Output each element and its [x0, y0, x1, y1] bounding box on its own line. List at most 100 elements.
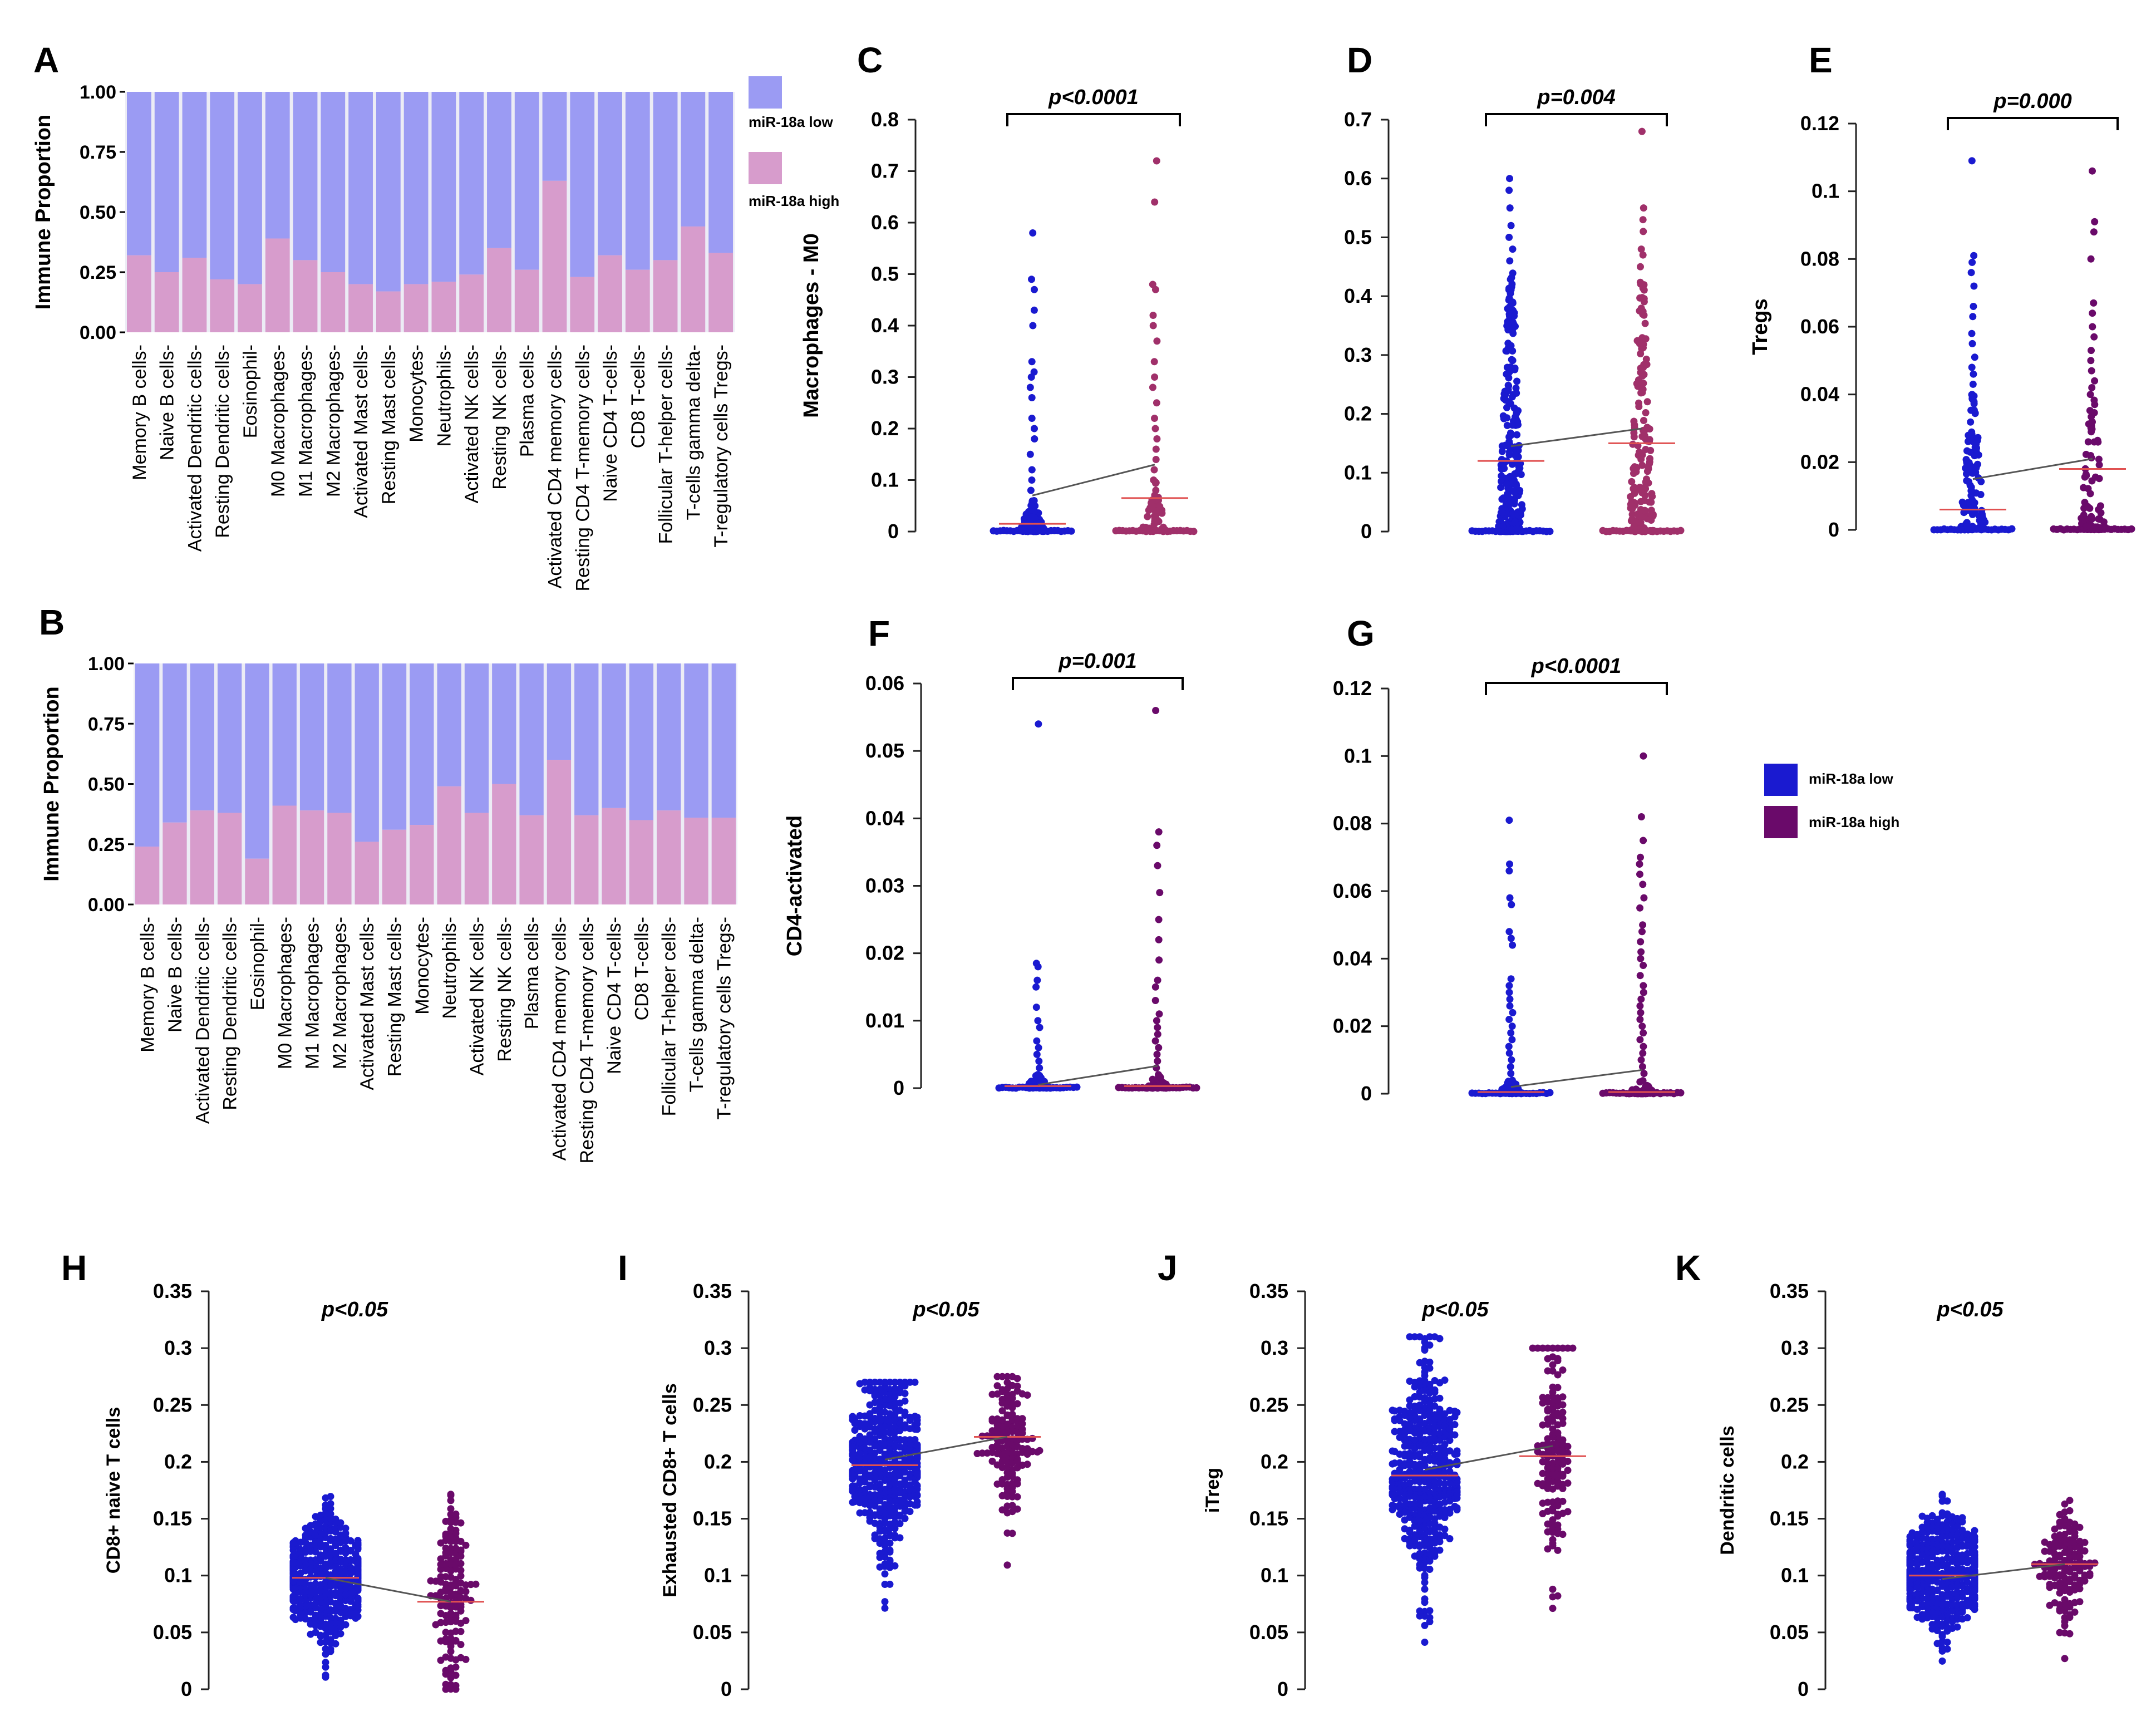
data-point [1031, 425, 1038, 432]
data-point [1509, 941, 1517, 949]
chart-C: 0 0.1 0.2 0.3 0.4 0.5 0.6 0.7 0.8 Macrophages - M… [800, 86, 1198, 543]
y-tick-label: 0.3 [1781, 1336, 1809, 1359]
x-tick-label: Activated NK cells- [466, 917, 488, 1075]
y-tick-label: 0.2 [1344, 402, 1372, 425]
data-point [1022, 510, 1030, 518]
data-point [1544, 1545, 1552, 1553]
data-point [2091, 218, 2099, 225]
data-point [1416, 1359, 1424, 1366]
data-point [1028, 415, 1036, 422]
bar-high-7 [321, 272, 346, 332]
data-point [452, 1671, 460, 1679]
x-tick-label: M2 Macrophages- [329, 917, 351, 1069]
data-point [2076, 1543, 2084, 1551]
y-axis-label: Immune Proportion [40, 686, 63, 881]
y-tick-label: 0 [1828, 518, 1839, 541]
significance-bracket [1012, 677, 1184, 690]
data-point [1504, 387, 1512, 395]
data-point [2041, 1538, 2049, 1546]
bar-high-4 [238, 284, 262, 332]
bar-low-14 [519, 663, 544, 815]
data-point [1968, 340, 1976, 347]
y-tick-label: 0.35 [1249, 1280, 1288, 1302]
data-point [1416, 1612, 1424, 1620]
x-tick-label: Activated Mast cells- [351, 345, 372, 518]
data-point [1544, 1355, 1552, 1363]
data-point [2087, 357, 2095, 365]
trend-line [1032, 464, 1155, 496]
data-point [1968, 510, 1976, 518]
data-point [2082, 450, 2090, 458]
data-point [1505, 1049, 1513, 1057]
data-point [1154, 862, 1161, 869]
data-point [312, 1611, 319, 1619]
y-tick-label: 0.35 [1770, 1280, 1809, 1302]
data-point [1640, 752, 1647, 760]
data-point [2095, 455, 2103, 463]
data-point [1640, 286, 1648, 294]
data-point [1677, 1089, 1685, 1096]
data-point [906, 1508, 914, 1516]
data-point [1013, 1505, 1021, 1513]
data-point [1627, 500, 1635, 508]
bar-low-4 [245, 663, 269, 859]
data-point [1151, 425, 1159, 432]
data-point [2046, 1584, 2054, 1591]
y-tick-label: 0.35 [693, 1280, 732, 1302]
y-tick-label: 0.15 [1770, 1507, 1809, 1530]
data-point [1153, 435, 1161, 442]
y-tick-label: 0.25 [1249, 1393, 1288, 1416]
data-point [1151, 1037, 1159, 1045]
data-point [993, 1441, 1001, 1449]
data-point [1948, 1618, 1956, 1625]
data-point [1389, 1491, 1396, 1499]
data-point [1152, 486, 1160, 494]
y-tick-label: 0.4 [871, 314, 899, 337]
data-point [1401, 1452, 1409, 1460]
data-point [1421, 1599, 1429, 1606]
data-point [1013, 1493, 1021, 1501]
data-point [1032, 1004, 1040, 1011]
data-point [1426, 1618, 1434, 1626]
data-point [1640, 837, 1647, 844]
data-point [1036, 1024, 1043, 1031]
data-point [849, 1450, 857, 1458]
y-tick-label: 0.25 [80, 262, 116, 283]
data-point [1638, 1022, 1646, 1030]
data-point [1453, 1478, 1461, 1486]
data-point [1506, 175, 1513, 183]
data-point [896, 1472, 904, 1479]
y-tick-label: 0 [1361, 520, 1372, 543]
bar-high-21 [711, 818, 736, 904]
data-point [1504, 319, 1512, 327]
data-point [332, 1632, 339, 1639]
data-point [1028, 476, 1036, 484]
data-point [1636, 860, 1643, 868]
data-point [1971, 1555, 1978, 1563]
data-point [442, 1653, 450, 1661]
data-point [1144, 513, 1151, 520]
x-tick-label: Resting NK cells- [494, 917, 515, 1062]
data-point [1406, 1396, 1414, 1404]
y-tick-label: 0 [1277, 1678, 1288, 1700]
data-point [347, 1537, 355, 1545]
data-point [1023, 1461, 1031, 1468]
data-point [1028, 394, 1036, 401]
data-point [1564, 1467, 1572, 1474]
data-point [2082, 522, 2090, 530]
data-point [2041, 1547, 2049, 1555]
data-point [1504, 326, 1512, 334]
data-point [1646, 515, 1654, 523]
data-point [1938, 1632, 1946, 1640]
data-point [1023, 1391, 1031, 1399]
data-point [1638, 385, 1646, 393]
x-tick-label: Activated CD4 memory cells- [549, 917, 570, 1160]
data-point [342, 1560, 350, 1568]
data-point [1968, 391, 1976, 399]
data-point [1026, 450, 1034, 458]
data-point [1453, 1491, 1461, 1499]
data-point [1190, 528, 1198, 535]
data-point [1636, 1036, 1644, 1044]
data-point [856, 1509, 864, 1517]
data-point [1421, 1368, 1429, 1376]
